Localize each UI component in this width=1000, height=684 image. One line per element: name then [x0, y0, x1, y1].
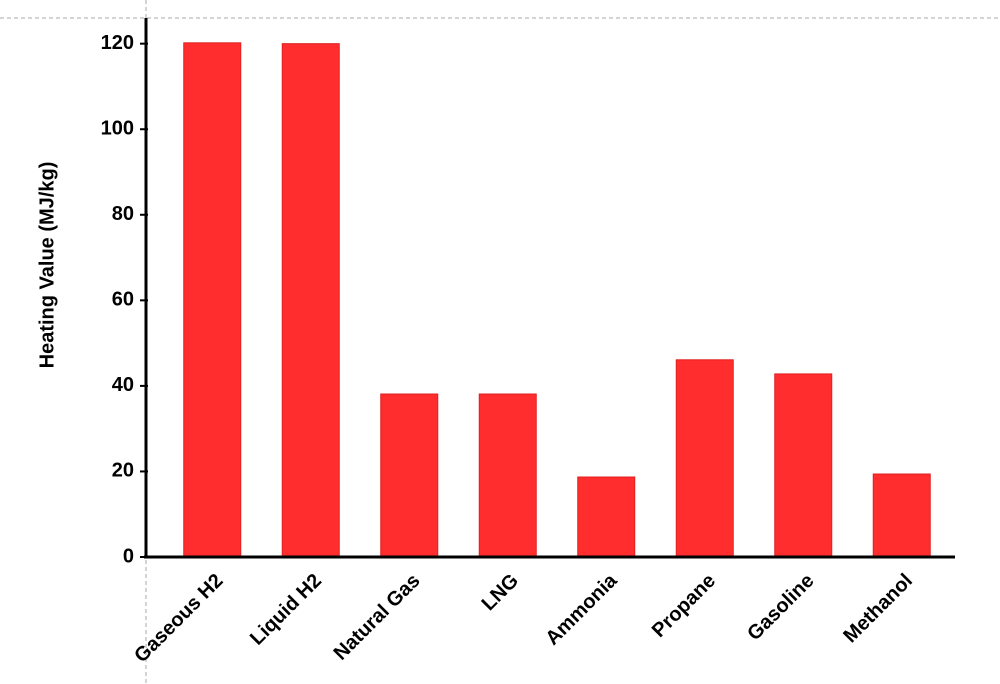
y-tick-label: 20: [112, 460, 134, 482]
y-tick-label: 40: [112, 374, 134, 396]
y-tick-label: 100: [101, 118, 134, 140]
x-tick-label: Natural Gas: [330, 570, 425, 665]
y-tick-label: 80: [112, 203, 134, 225]
x-tick-label: Propane: [648, 570, 720, 642]
x-tick-label: Liquid H2: [246, 570, 326, 650]
y-axis-label: Heating Value (MJ/kg): [36, 162, 58, 369]
x-tick-label: Methanol: [839, 570, 917, 648]
bar: [281, 43, 340, 558]
bar: [872, 473, 931, 558]
x-tick-label: Gasoline: [743, 570, 818, 645]
x-tick-label: LNG: [478, 570, 523, 615]
y-tick-label: 120: [101, 32, 134, 54]
bar: [183, 42, 242, 558]
bar: [380, 393, 439, 558]
x-tick-label: Gaseous H2: [130, 570, 227, 667]
bar: [675, 359, 734, 558]
y-tick-label: 0: [123, 545, 134, 567]
x-tick-label: Ammonia: [542, 569, 623, 650]
bar: [577, 476, 636, 558]
bar: [774, 373, 833, 558]
y-tick-label: 60: [112, 289, 134, 311]
bar: [478, 393, 537, 558]
